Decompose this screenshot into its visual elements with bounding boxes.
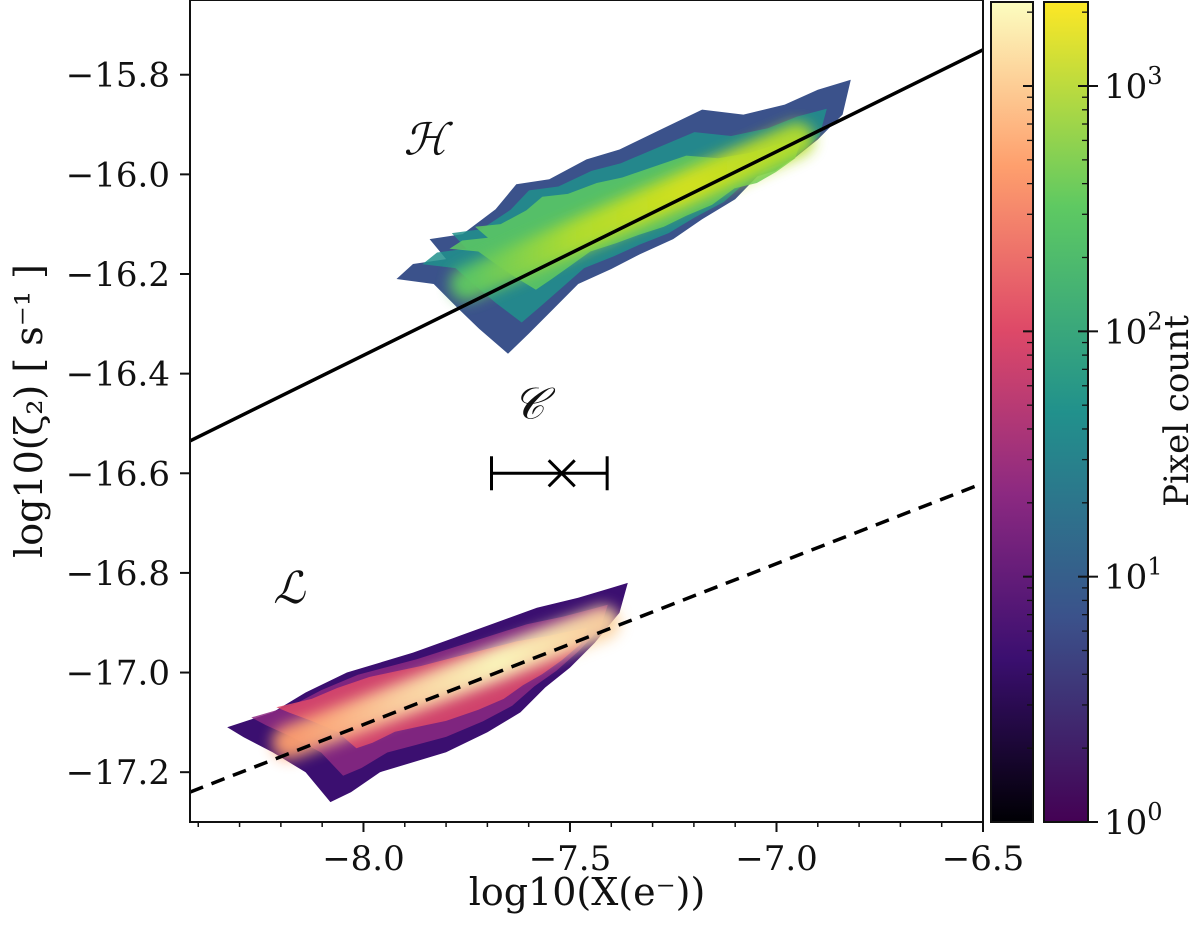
y-tick-label: −15.8 xyxy=(66,56,170,96)
y-axis: −15.8 −16.0 −16.2 −16.4 −16.6 −16.8 −17.0 −17.2 xyxy=(66,56,190,793)
y-tick-label: −16.2 xyxy=(66,255,170,295)
y-tick-label: −16.6 xyxy=(66,454,170,494)
y-tick-label: −16.0 xyxy=(66,155,170,195)
fit-lines xyxy=(190,48,983,794)
density-regions xyxy=(227,79,851,803)
x-tick-label: −7.0 xyxy=(735,839,818,879)
region-H-core xyxy=(449,122,815,301)
colorbar-label: Pixel count xyxy=(1157,315,1197,507)
region-H-label: ℋ xyxy=(404,114,454,165)
y-tick-label: −16.4 xyxy=(66,355,170,395)
dashed-fit-line xyxy=(190,481,983,794)
region-L-core xyxy=(272,605,621,760)
colorbars: 100 101 102 103 xyxy=(990,1,1163,843)
x-tick-label: −6.5 xyxy=(942,839,1025,879)
x-tick-label: −7.5 xyxy=(529,839,612,879)
y-axis-title: log10(ζ₂) [ s⁻¹ ] xyxy=(7,264,51,558)
y-tick-label: −17.0 xyxy=(66,654,170,694)
colorbar-tick-label: 103 xyxy=(1104,62,1163,107)
colorbar-tick-label: 101 xyxy=(1104,553,1163,598)
point-c-marker xyxy=(547,459,576,488)
x-tick-label: −8.0 xyxy=(322,839,405,879)
y-tick-label: −17.2 xyxy=(66,753,170,793)
solid-fit-line xyxy=(190,48,983,443)
x-axis-title: log10(X(e⁻)) xyxy=(469,870,706,914)
plot-area: 𝒞 ℋℒ xyxy=(189,0,984,823)
colorbar-tick-label: 100 xyxy=(1104,798,1163,843)
point-c-label: 𝒞 xyxy=(513,378,556,429)
region-labels: ℋℒ xyxy=(273,114,453,613)
point-c: 𝒞 xyxy=(490,378,609,491)
y-tick-label: −16.8 xyxy=(66,554,170,594)
colorbar-viridis xyxy=(1043,1,1089,823)
plot-frame xyxy=(189,0,984,823)
colorbar-magma xyxy=(990,1,1034,823)
colorbar-tick-label: 102 xyxy=(1104,307,1163,352)
x-axis: −8.0 −7.5 −7.0 −6.5 xyxy=(197,822,1025,879)
region-L-label: ℒ xyxy=(273,563,306,614)
